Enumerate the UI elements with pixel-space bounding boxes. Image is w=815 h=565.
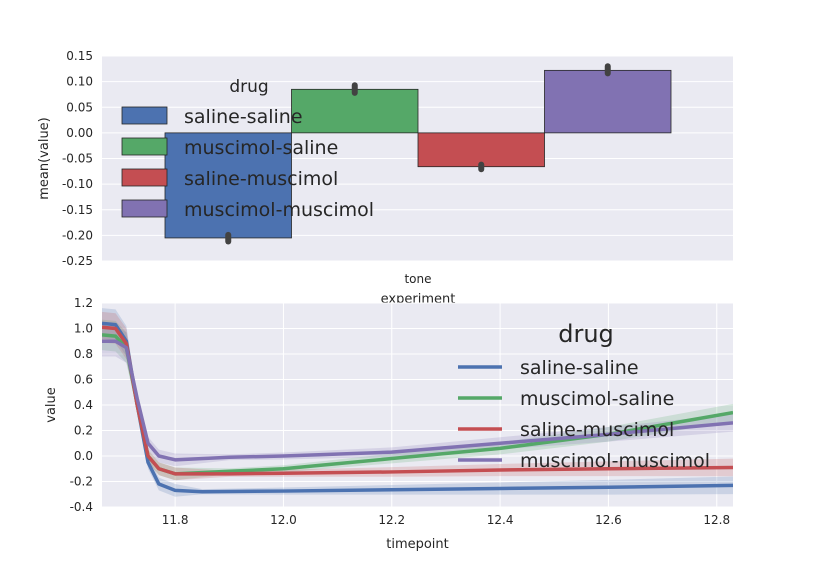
bottom-ytick-label: 0.0 bbox=[74, 449, 93, 463]
bottom-xtick-label: 12.4 bbox=[487, 513, 514, 527]
top-ytick-label: -0.10 bbox=[62, 177, 93, 191]
top-legend-label: saline-saline bbox=[184, 106, 303, 128]
bottom-xtick-label: 12.0 bbox=[270, 513, 297, 527]
top-legend-swatch bbox=[121, 137, 168, 156]
top-ytick-label: -0.25 bbox=[62, 254, 93, 268]
bar-saline-saline bbox=[164, 132, 292, 239]
top-ytick-label: -0.15 bbox=[62, 203, 93, 217]
bottom-legend: drug saline-saline muscimol-saline saline-m… bbox=[458, 320, 710, 472]
bottom-ytick-label: 0.8 bbox=[74, 347, 93, 361]
top-ytick-label: 0.05 bbox=[66, 100, 93, 114]
bottom-xtick-label: 12.8 bbox=[703, 513, 730, 527]
top-legend: drug saline-saline muscimol-saline saline-m… bbox=[121, 77, 374, 221]
bottom-xtick-label: 12.6 bbox=[595, 513, 622, 527]
top-legend-label: saline-muscimol bbox=[184, 168, 338, 190]
bottom-ytick-label: 0.6 bbox=[74, 373, 93, 387]
line-muscimol-muscimol bbox=[102, 339, 733, 462]
bottom-legend-title: drug bbox=[558, 320, 614, 348]
line-saline-muscimol bbox=[102, 325, 733, 476]
top-legend-swatch bbox=[121, 106, 168, 125]
top-ytick-label: 0.15 bbox=[66, 49, 93, 63]
top-legend-label: muscimol-saline bbox=[184, 137, 338, 159]
top-ytick-label: -0.05 bbox=[62, 152, 93, 166]
bottom-yaxis-label: value bbox=[44, 387, 59, 423]
bottom-legend-label: muscimol-muscimol bbox=[520, 450, 710, 472]
bottom-ytick-label: -0.4 bbox=[70, 500, 93, 514]
top-ytick-label: 0.10 bbox=[66, 75, 93, 89]
band-muscimol-muscimol bbox=[102, 325, 733, 467]
bar-muscimol-muscimol bbox=[544, 69, 672, 134]
top-yaxis-label: mean(value) bbox=[37, 117, 52, 200]
top-legend-swatch bbox=[121, 199, 168, 218]
bottom-legend-label: saline-muscimol bbox=[520, 419, 674, 441]
bottom-ytick-label: -0.2 bbox=[70, 475, 93, 489]
top-xtick-label: tone bbox=[404, 272, 431, 286]
top-legend-swatch bbox=[121, 168, 168, 187]
bottom-ytick-label: 0.2 bbox=[74, 424, 93, 438]
bottom-lines bbox=[102, 308, 733, 497]
top-legend-title: drug bbox=[229, 77, 268, 97]
bar-muscimol-saline bbox=[291, 88, 419, 134]
top-ytick-label: 0.00 bbox=[66, 126, 93, 140]
bar-saline-muscimol bbox=[417, 132, 545, 168]
top-legend-label: muscimol-muscimol bbox=[184, 199, 374, 221]
bottom-legend-label: saline-saline bbox=[520, 357, 639, 379]
band-saline-muscimol bbox=[102, 311, 733, 481]
bottom-legend-label: muscimol-saline bbox=[520, 388, 674, 410]
bottom-ytick-label: 1.2 bbox=[74, 296, 93, 310]
bottom-xtick-label: 12.2 bbox=[378, 513, 405, 527]
top-bars bbox=[164, 63, 672, 245]
bottom-ytick-label: 1.0 bbox=[74, 322, 93, 336]
bottom-xaxis-label: timepoint bbox=[386, 537, 449, 552]
bottom-ytick-label: 0.4 bbox=[74, 398, 93, 412]
top-ytick-label: -0.20 bbox=[62, 228, 93, 242]
bottom-xtick-label: 11.8 bbox=[162, 513, 189, 527]
